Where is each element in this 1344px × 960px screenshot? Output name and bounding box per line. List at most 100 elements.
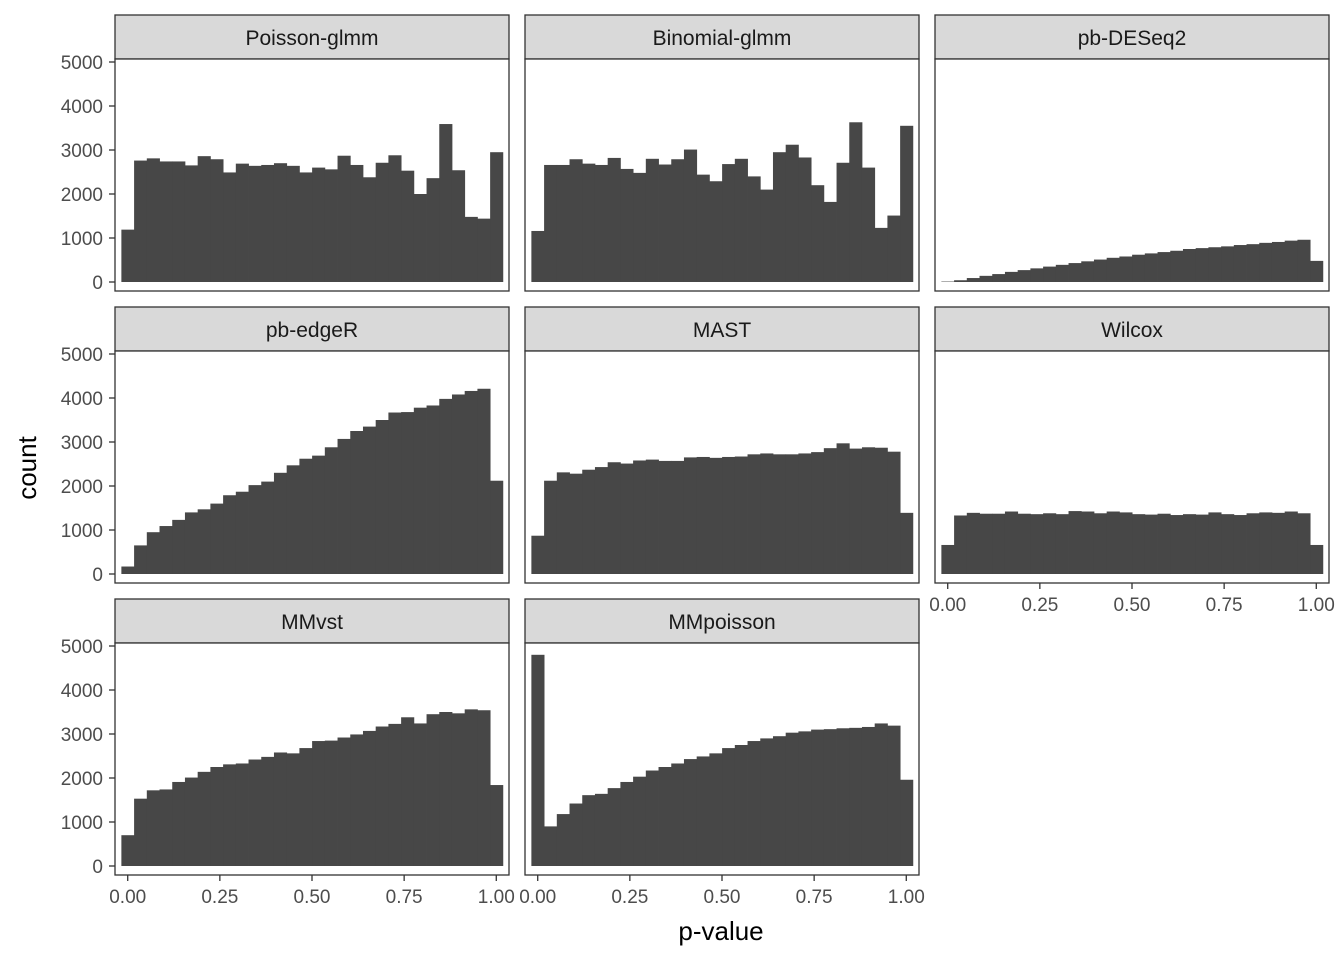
histogram-bar — [337, 438, 351, 574]
y-tick-label: 4000 — [61, 389, 103, 410]
histogram-bar — [747, 454, 761, 574]
histogram-bar — [451, 713, 466, 866]
histogram-bar — [734, 456, 748, 574]
x-tick-label: 0.50 — [1114, 595, 1151, 616]
histogram-bar — [426, 714, 440, 866]
histogram-bar — [197, 156, 211, 282]
histogram-bar — [798, 731, 812, 866]
y-tick-label: 3000 — [61, 725, 103, 746]
histogram-bar — [966, 278, 980, 282]
histogram-bar — [979, 513, 993, 574]
x-tick-label: 1.00 — [1298, 595, 1335, 616]
histogram-bar — [569, 803, 583, 866]
histogram-bar — [312, 167, 326, 282]
x-tick-label: 1.00 — [478, 887, 515, 908]
facet-strip-label: MMvst — [281, 611, 343, 634]
histogram-bar — [823, 729, 837, 866]
histogram-bar — [375, 162, 389, 282]
y-tick-label: 0 — [92, 273, 103, 294]
facet-binomial-glmm: Binomial-glmm — [524, 14, 920, 292]
y-tick-label: 3000 — [61, 141, 103, 162]
x-tick-label: 0.00 — [519, 887, 556, 908]
histogram-bar — [683, 149, 698, 282]
histogram-bar — [1170, 250, 1184, 282]
histogram-bar — [633, 460, 647, 574]
histogram-bar — [992, 274, 1006, 282]
y-tick-label: 1000 — [61, 229, 103, 250]
histogram-bar — [798, 157, 812, 282]
histogram-bar — [1081, 511, 1095, 574]
facet-strip — [114, 14, 510, 60]
histogram-bar — [210, 767, 224, 866]
facet-strip-label: pb-DESeq2 — [1078, 27, 1187, 50]
histogram-bar — [134, 160, 148, 282]
y-tick-label: 1000 — [61, 521, 103, 542]
histogram-bar — [979, 275, 993, 282]
histogram-bar — [1017, 513, 1031, 574]
histogram-bar — [388, 412, 402, 574]
facet-strip-label: Wilcox — [1101, 319, 1163, 342]
histogram-bar — [1170, 515, 1184, 574]
facet-panels: Poisson-glmm 0 1000 2000 3000 4000 5000 Binomia… — [61, 14, 1335, 908]
histogram-bar — [1004, 511, 1019, 574]
histogram-bar — [1043, 266, 1057, 282]
histogram-bar — [401, 170, 415, 282]
histogram-bar — [261, 164, 275, 282]
panel-border — [524, 350, 920, 584]
histogram-bar — [312, 455, 326, 574]
histogram-bar — [261, 481, 275, 574]
histogram-bar — [722, 748, 736, 866]
histogram-bar — [426, 405, 440, 574]
histogram-bar — [556, 814, 570, 866]
facet-mmvst: MMvst 0 1000 2000 3000 4000 5000 0.00 0.25 0.50 0.… — [61, 598, 515, 908]
histogram-bar — [1157, 252, 1171, 282]
histogram-bar — [477, 710, 491, 866]
histogram-bar — [544, 826, 558, 866]
histogram-bar — [1043, 513, 1057, 574]
histogram-bar — [362, 730, 377, 866]
histogram-bar — [401, 717, 415, 866]
x-tick-label: 1.00 — [888, 887, 925, 908]
histogram-bar — [531, 654, 545, 866]
histogram-bar — [1081, 261, 1095, 282]
histogram-bar — [671, 460, 685, 574]
histogram-bar — [823, 448, 837, 574]
histogram-bar — [709, 457, 723, 574]
facet-wilcox: Wilcox 0.00 0.25 0.50 0.75 1.00 — [929, 306, 1335, 616]
histogram-bar — [760, 189, 774, 282]
histogram-bar — [620, 463, 634, 574]
histogram-bar — [159, 161, 173, 282]
facet-pb-edger: pb-edgeR 0 1000 2000 3000 4000 5000 — [61, 306, 510, 586]
histogram-bar — [299, 748, 313, 866]
histogram-bar — [401, 412, 415, 574]
histogram-bar — [1119, 512, 1133, 574]
histogram-bar — [747, 176, 761, 282]
y-tick-label: 2000 — [61, 769, 103, 790]
histogram-bar — [439, 124, 453, 282]
histogram-bar — [1310, 260, 1324, 282]
histogram-bar — [607, 788, 621, 866]
y-tick-label: 3000 — [61, 433, 103, 454]
histogram-bar — [286, 753, 300, 866]
facet-strip-label: Binomial-glmm — [653, 27, 792, 50]
histogram-bar — [760, 453, 774, 574]
y-tick-label: 2000 — [61, 477, 103, 498]
facet-strip — [524, 306, 920, 352]
histogram-bar — [836, 443, 850, 574]
histogram-bar — [1068, 263, 1082, 282]
histogram-bar — [1132, 254, 1146, 282]
histogram-bar — [1093, 259, 1108, 282]
histogram-bar — [671, 159, 685, 282]
histogram-bar — [709, 181, 723, 282]
histogram-bar — [490, 480, 504, 574]
histogram-bar — [582, 795, 596, 866]
histogram-bar — [544, 480, 558, 574]
x-tick-label: 0.75 — [796, 887, 833, 908]
histogram-bar — [1132, 514, 1146, 574]
histogram-bar — [1182, 249, 1197, 282]
histogram-bar — [1208, 247, 1222, 282]
histogram-bar — [197, 771, 211, 866]
histogram-bar — [210, 159, 224, 282]
histogram-bar — [874, 447, 888, 574]
facet-strip — [524, 598, 920, 644]
